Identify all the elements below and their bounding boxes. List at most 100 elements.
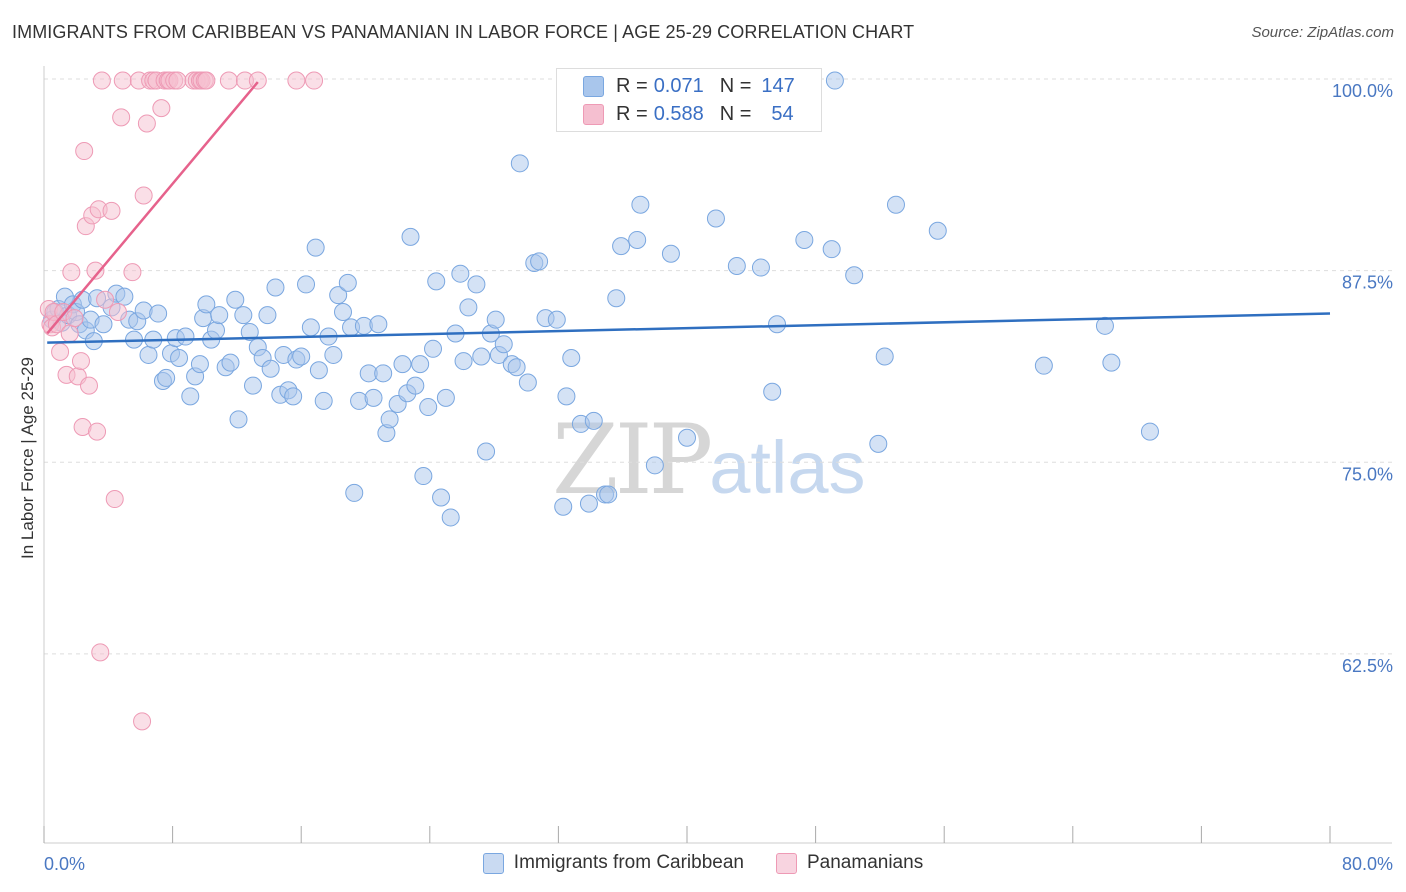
n-label: N = bbox=[719, 74, 752, 97]
data-point-panamanian bbox=[112, 108, 131, 127]
data-point-caribbean bbox=[494, 335, 513, 354]
data-point-caribbean bbox=[181, 387, 200, 406]
data-point-caribbean bbox=[94, 315, 113, 334]
data-point-panamanian bbox=[71, 352, 90, 371]
y-tick-label: 100.0% bbox=[1332, 81, 1393, 101]
data-point-panamanian bbox=[108, 303, 127, 322]
grid-lines bbox=[44, 78, 1392, 655]
data-point-caribbean bbox=[1140, 422, 1159, 441]
series-legend: Immigrants from Caribbean Panamanians bbox=[0, 852, 1406, 874]
data-point-caribbean bbox=[486, 310, 505, 329]
data-point-panamanian bbox=[80, 376, 99, 395]
data-point-caribbean bbox=[115, 287, 134, 306]
data-point-caribbean bbox=[607, 289, 626, 308]
data-point-caribbean bbox=[157, 368, 176, 387]
n-value: 54 bbox=[771, 102, 794, 125]
data-point-panamanian bbox=[133, 712, 152, 731]
data-point-caribbean bbox=[406, 376, 425, 395]
data-point-caribbean bbox=[436, 388, 455, 407]
trend-line-caribbean bbox=[47, 312, 1331, 344]
data-point-caribbean bbox=[210, 306, 229, 325]
data-point-caribbean bbox=[329, 286, 348, 305]
data-point-caribbean bbox=[1095, 316, 1114, 335]
data-point-caribbean bbox=[369, 315, 388, 334]
data-point-caribbean bbox=[190, 355, 209, 374]
data-point-panamanian bbox=[152, 99, 171, 118]
data-point-caribbean bbox=[240, 322, 259, 341]
data-point-caribbean bbox=[928, 221, 947, 240]
data-point-caribbean bbox=[631, 195, 650, 214]
data-point-caribbean bbox=[324, 345, 343, 364]
data-point-caribbean bbox=[338, 273, 357, 292]
data-point-caribbean bbox=[314, 391, 333, 410]
data-point-caribbean bbox=[419, 398, 438, 417]
data-point-caribbean bbox=[297, 275, 316, 294]
swatch-panamanian bbox=[583, 103, 604, 125]
data-point-caribbean bbox=[547, 310, 566, 329]
legend-row-caribbean: R = 0.071 N = 147 bbox=[583, 72, 795, 100]
source-credit: Source: ZipAtlas.com bbox=[1251, 24, 1394, 41]
data-point-caribbean bbox=[221, 353, 240, 372]
stats-legend: R = 0.071 N = 147 R = 0.588 N = 54 bbox=[556, 68, 822, 132]
data-point-panamanian bbox=[91, 643, 110, 662]
data-point-panamanian bbox=[134, 186, 153, 205]
data-point-caribbean bbox=[424, 339, 443, 358]
watermark-atlas: atlas bbox=[709, 426, 866, 509]
y-axis-label: In Labor Force | Age 25-29 bbox=[18, 357, 37, 559]
swatch-caribbean bbox=[482, 852, 504, 874]
y-tick-label: 75.0% bbox=[1342, 464, 1393, 484]
data-point-caribbean bbox=[364, 388, 383, 407]
data-point-caribbean bbox=[825, 71, 844, 90]
data-point-panamanian bbox=[137, 114, 156, 133]
data-point-caribbean bbox=[301, 318, 320, 337]
data-point-caribbean bbox=[451, 264, 470, 283]
data-point-caribbean bbox=[266, 278, 285, 297]
trend-lines bbox=[46, 81, 1331, 344]
data-point-caribbean bbox=[584, 411, 603, 430]
data-point-caribbean bbox=[518, 373, 537, 392]
data-point-caribbean bbox=[441, 508, 460, 527]
axes bbox=[43, 66, 1392, 844]
data-point-panamanian bbox=[105, 490, 124, 509]
data-point-caribbean bbox=[706, 209, 725, 228]
data-point-caribbean bbox=[292, 347, 311, 366]
data-point-caribbean bbox=[414, 467, 433, 486]
data-point-caribbean bbox=[432, 488, 451, 507]
data-point-caribbean bbox=[284, 387, 303, 406]
data-point-caribbean bbox=[768, 315, 787, 334]
data-point-panamanian bbox=[86, 261, 105, 280]
data-point-caribbean bbox=[459, 298, 478, 317]
data-point-caribbean bbox=[427, 272, 446, 291]
y-tick-label: 87.5% bbox=[1342, 273, 1393, 293]
n-value: 147 bbox=[761, 74, 795, 97]
data-point-caribbean bbox=[1102, 353, 1121, 372]
data-point-caribbean bbox=[139, 345, 158, 364]
data-point-caribbean bbox=[261, 359, 280, 378]
data-point-caribbean bbox=[333, 303, 352, 322]
data-point-caribbean bbox=[875, 347, 894, 366]
r-label: R = bbox=[616, 74, 648, 97]
data-point-caribbean bbox=[380, 410, 399, 429]
legend-item-panamanian: Panamanians bbox=[776, 852, 923, 874]
data-point-panamanian bbox=[287, 71, 306, 90]
data-point-caribbean bbox=[374, 364, 393, 383]
legend-label-panamanian: Panamanians bbox=[807, 852, 924, 873]
swatch-caribbean bbox=[583, 75, 604, 97]
watermark: ZIPatlas bbox=[552, 404, 866, 516]
data-point-panamanian bbox=[102, 201, 121, 220]
data-point-caribbean bbox=[197, 295, 216, 314]
data-point-panamanian bbox=[248, 71, 267, 90]
data-point-caribbean bbox=[612, 237, 631, 256]
axis-labels: 62.5% 75.0% 87.5% 100.0% 0.0% 80.0% In Labor F… bbox=[18, 81, 1393, 874]
data-point-caribbean bbox=[628, 230, 647, 249]
data-point-caribbean bbox=[562, 349, 581, 368]
data-point-caribbean bbox=[869, 434, 888, 453]
data-point-caribbean bbox=[822, 240, 841, 259]
data-point-caribbean bbox=[234, 306, 253, 325]
data-point-caribbean bbox=[345, 483, 364, 502]
data-point-panamanian bbox=[305, 71, 324, 90]
data-point-panamanian bbox=[60, 324, 79, 343]
x-tick-label: 80.0% bbox=[1342, 854, 1393, 874]
data-point-caribbean bbox=[751, 258, 770, 277]
